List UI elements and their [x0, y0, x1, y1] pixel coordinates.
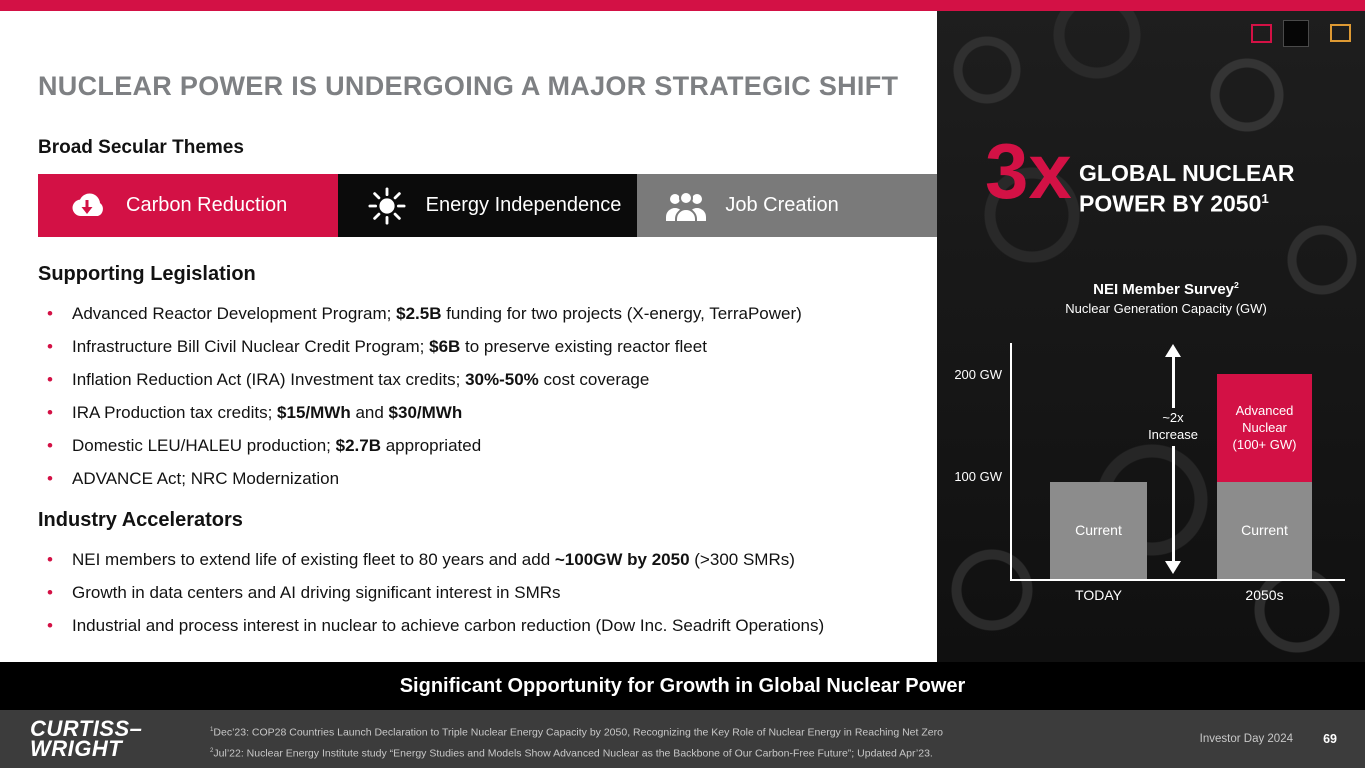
- arrow-line: [1172, 446, 1175, 562]
- list-item: Infrastructure Bill Civil Nuclear Credit…: [45, 330, 802, 363]
- bar-2050-advanced-nuclear: Advanced Nuclear (100+ GW): [1217, 373, 1312, 482]
- x-axis-label-2050s: 2050s: [1245, 587, 1284, 603]
- bullet-text: Domestic LEU/HALEU production; $2.7B app…: [72, 436, 482, 455]
- list-item: Growth in data centers and AI driving si…: [45, 576, 824, 609]
- page-title: NUCLEAR POWER IS UNDERGOING A MAJOR STRA…: [38, 71, 899, 101]
- list-item: Domestic LEU/HALEU production; $2.7B app…: [45, 429, 802, 462]
- headline-line1: GLOBAL NUCLEAR: [1079, 160, 1295, 186]
- legislation-list: Advanced Reactor Development Program; $2…: [45, 297, 802, 495]
- theme-job-creation: Job Creation: [637, 174, 938, 237]
- footnotes: 1Dec’23: COP28 Countries Launch Declarat…: [210, 721, 943, 762]
- headline-footnote-ref: 1: [1261, 191, 1269, 206]
- top-accent-strip: [0, 0, 1365, 11]
- bullet-text: Growth in data centers and AI driving si…: [72, 583, 561, 602]
- bar-label: Advanced Nuclear (100+ GW): [1232, 403, 1297, 453]
- chart-subtitle: Nuclear Generation Capacity (GW): [1065, 301, 1267, 316]
- headline-line2: POWER BY 2050: [1079, 190, 1262, 217]
- legislation-heading: Supporting Legislation: [38, 263, 256, 285]
- arrow-line: [1172, 356, 1175, 408]
- bar-label: Current: [1241, 522, 1288, 539]
- curtiss-wright-logo: CURTISS– WRIGHT: [30, 716, 143, 761]
- main-content: NUCLEAR POWER IS UNDERGOING A MAJOR STRA…: [0, 11, 938, 662]
- list-item: Inflation Reduction Act (IRA) Investment…: [45, 363, 802, 396]
- accelerators-heading: Industry Accelerators: [38, 509, 243, 531]
- bullet-text: Inflation Reduction Act (IRA) Investment…: [72, 370, 650, 389]
- people-icon: [663, 190, 709, 222]
- x-axis-label-today: TODAY: [1075, 587, 1122, 603]
- page-number: 69: [1323, 732, 1337, 746]
- photo-panel: 3x GLOBAL NUCLEAR POWER BY 20501 NEI Mem…: [937, 0, 1365, 662]
- list-item: Advanced Reactor Development Program; $2…: [45, 297, 802, 330]
- footnote: 2Jul’22: Nuclear Energy Institute study …: [210, 746, 933, 760]
- chart-plot: 200 GW 100 GW Current Current Advanced N…: [954, 343, 1345, 603]
- bullet-text: Industrial and process interest in nucle…: [72, 616, 825, 635]
- bullet-text: NEI members to extend life of existing f…: [72, 550, 795, 569]
- takeaway-text: Significant Opportunity for Growth in Gl…: [399, 674, 966, 697]
- list-item: NEI members to extend life of existing f…: [45, 543, 824, 576]
- accelerators-list: NEI members to extend life of existing f…: [45, 543, 824, 642]
- bullet-text: Infrastructure Bill Civil Nuclear Credit…: [72, 337, 707, 356]
- theme-label: Energy Independence: [425, 194, 622, 216]
- bullet-text: IRA Production tax credits; $15/MWh and …: [72, 403, 463, 422]
- takeaway-band: Significant Opportunity for Growth in Gl…: [0, 662, 1365, 710]
- theme-label: Job Creation: [725, 194, 839, 216]
- theme-carbon-reduction: Carbon Reduction: [38, 174, 338, 237]
- black-square-icon: [1283, 20, 1309, 47]
- themes-banner: Carbon Reduction Energy Independence: [38, 174, 938, 237]
- chart-title-text: NEI Member Survey: [1093, 281, 1235, 298]
- sun-icon: [364, 186, 410, 225]
- cloud-down-arrow-icon: [64, 189, 110, 223]
- theme-label: Carbon Reduction: [126, 194, 288, 216]
- bar-2050-current: Current: [1217, 481, 1312, 579]
- list-item: ADVANCE Act; NRC Modernization: [45, 462, 802, 495]
- chart-title: NEI Member Survey2: [967, 280, 1365, 298]
- footer: CURTISS– WRIGHT 1Dec’23: COP28 Countries…: [0, 710, 1365, 768]
- red-outline-square-icon: [1251, 24, 1272, 43]
- y-axis-tick-label: 200 GW: [954, 366, 1002, 382]
- multiplier-3x: 3x: [985, 127, 1072, 215]
- bar-label: Current: [1075, 522, 1122, 539]
- orange-outline-square-icon: [1330, 24, 1351, 42]
- footnote: 1Dec’23: COP28 Countries Launch Declarat…: [210, 726, 943, 739]
- list-item: Industrial and process interest in nucle…: [45, 609, 824, 642]
- theme-energy-independence: Energy Independence: [337, 174, 638, 237]
- arrow-down-head-icon: [1165, 561, 1181, 574]
- panel-headline: GLOBAL NUCLEAR POWER BY 20501: [1079, 160, 1295, 217]
- themes-heading: Broad Secular Themes: [38, 137, 244, 158]
- list-item: IRA Production tax credits; $15/MWh and …: [45, 396, 802, 429]
- bullet-text: Advanced Reactor Development Program; $2…: [72, 304, 802, 323]
- event-label: Investor Day 2024: [1199, 733, 1293, 745]
- y-axis-tick-label: 100 GW: [954, 469, 1002, 485]
- bullet-text: ADVANCE Act; NRC Modernization: [72, 469, 340, 488]
- increase-annotation: ~2x Increase: [1148, 410, 1198, 442]
- bar-today-current: Current: [1050, 481, 1147, 579]
- chart-title-footnote-ref: 2: [1234, 280, 1239, 290]
- arrow-up-head-icon: [1165, 344, 1181, 357]
